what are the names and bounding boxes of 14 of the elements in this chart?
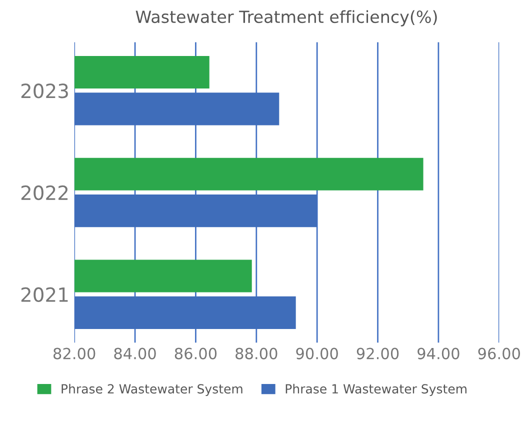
x-tick-label: 90.00: [296, 348, 338, 360]
x-tick-label: 82.00: [54, 348, 96, 360]
x-tick-label: 94.00: [418, 348, 460, 360]
y-tick-label: 2023: [21, 84, 68, 98]
legend-label: Phrase 1 Wastewater System: [286, 384, 466, 396]
x-tick-label: 92.00: [356, 348, 399, 360]
y-tick-label: 2022: [21, 185, 68, 200]
x-tick-label: 86.00: [174, 348, 217, 360]
x-tick-label: 96.00: [478, 348, 520, 360]
x-tick-label: 88.00: [236, 348, 278, 360]
legend-label: Phrase 2 Wastewater System: [62, 384, 242, 396]
x-tick-label: 84.00: [114, 348, 156, 360]
y-tick-label: 2021: [21, 287, 68, 302]
chart-title: Wastewater Treatment efficiency(%): [136, 10, 437, 26]
